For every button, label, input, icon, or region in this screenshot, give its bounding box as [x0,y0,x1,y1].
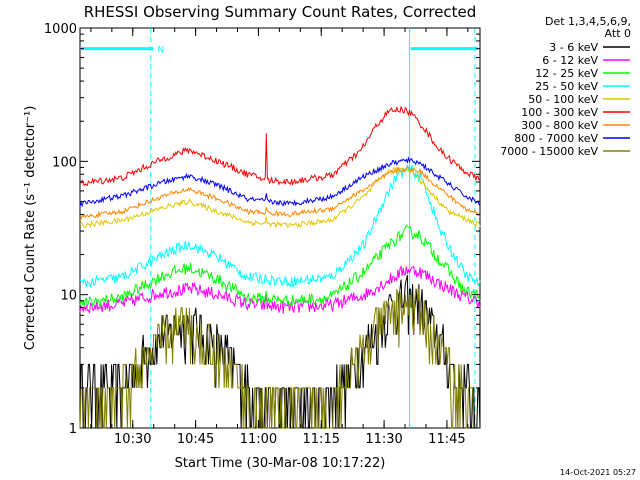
y-axis-label: Corrected Count Rate (s⁻¹ detector⁻¹) [23,106,38,351]
legend-label-1: 6 - 12 keV [542,54,598,67]
series-line-1 [79,264,481,314]
x-tick-label-0: 10:30 [114,432,151,447]
footer-date: 14-Oct-2021 05:27 [560,468,636,477]
series-line-3 [79,164,481,288]
legend-label-3: 25 - 50 keV [535,80,598,93]
series-line-5 [79,105,481,187]
legend-label-4: 50 - 100 keV [528,93,598,106]
x-tick-label-5: 11:45 [428,432,465,447]
x-axis-label: Start Time (30-Mar-08 10:17:22) [175,456,386,471]
series-line-0 [79,275,481,429]
legend-header-line1: Det 1,3,4,5,6,9, [545,15,631,28]
x-tick-label-4: 11:30 [365,432,402,447]
y-tick-label-3: 1000 [44,22,77,37]
legend-label-0: 3 - 6 keV [549,41,598,54]
attenuator-label: N [157,46,164,56]
legend-header-line2: Att 0 [605,27,631,40]
legend-label-2: 12 - 25 keV [535,67,598,80]
series-line-4 [79,166,481,229]
legend-label-5: 100 - 300 keV [521,106,598,119]
y-tick-label-2: 100 [52,155,77,170]
x-tick-label-2: 11:00 [240,432,277,447]
legend-label-8: 7000 - 15000 keV [500,145,598,158]
legend-label-7: 800 - 7000 keV [514,132,598,145]
series-line-8 [79,288,480,429]
y-tick-label-1: 10 [60,289,77,304]
x-tick-label-1: 10:45 [177,432,214,447]
legend-label-6: 300 - 800 keV [521,119,598,132]
chart-title: RHESSI Observing Summary Count Rates, Co… [84,3,477,21]
x-tick-label-3: 11:15 [303,432,340,447]
series-line-6 [79,165,481,220]
series-line-7 [79,156,481,208]
y-tick-label-0: 1 [69,422,77,437]
series-line-2 [79,224,481,309]
plot-area: N 1 10 100 1000 10:30 10:45 11:00 11:15 11:30 11:… [44,22,481,447]
